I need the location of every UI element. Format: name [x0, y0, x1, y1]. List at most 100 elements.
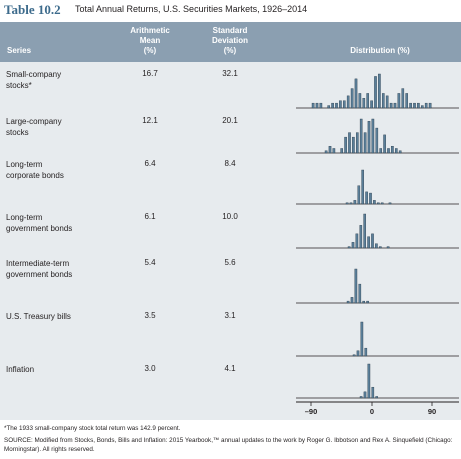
mean-value: 5.4: [144, 258, 156, 267]
hist-bar: [347, 246, 351, 249]
hist-bar: [358, 93, 362, 109]
hist-bar: [361, 169, 365, 205]
hist-bar: [389, 102, 393, 109]
hist-bar: [373, 200, 376, 205]
hist-bar: [387, 148, 390, 154]
hist-bar: [345, 202, 349, 205]
hist-bar: [409, 102, 412, 109]
hist-bar: [386, 246, 390, 249]
table-title: Total Annual Returns, U.S. Securities Ma…: [75, 4, 308, 14]
row-label-small-company: Small-company stocks*: [6, 70, 62, 90]
hist-bar: [364, 347, 368, 357]
row-label-lt-government: Long-term government bonds: [6, 213, 73, 233]
hist-bar: [359, 118, 363, 154]
hist-bar: [352, 354, 356, 357]
hist-bar: [385, 95, 389, 109]
hist-bar: [421, 105, 424, 109]
hist-bar: [366, 93, 370, 109]
distribution-header: Distribution (%): [350, 46, 410, 55]
hist-bar: [365, 191, 368, 205]
hist-bar: [395, 148, 398, 154]
hist-bar: [383, 134, 386, 154]
hist-bar: [366, 300, 369, 304]
x-axis-tick-label: 0: [370, 407, 374, 416]
mean-header: Arithmetic Mean (%): [130, 26, 170, 55]
sd-header: Standard Deviation (%): [211, 26, 248, 55]
hist-bar: [319, 102, 323, 109]
hist-bar: [393, 102, 397, 109]
hist-bar: [428, 102, 432, 109]
hist-bar: [360, 321, 364, 357]
hist-bar: [397, 93, 401, 109]
hist-bar: [354, 78, 358, 109]
hist-bar: [379, 246, 382, 249]
hist-bar: [401, 88, 405, 109]
hist-bar: [363, 391, 367, 399]
hist-bar: [367, 236, 370, 249]
hist-bar: [413, 102, 416, 109]
source-note: SOURCE: Modified from Stocks, Bonds, Bil…: [4, 437, 453, 453]
hist-bar: [375, 396, 379, 399]
hist-bar: [378, 73, 381, 109]
hist-bar: [344, 136, 347, 154]
sd-value: 3.1: [224, 311, 236, 320]
hist-bar: [350, 88, 354, 109]
footnote: *The 1933 small-company stock total retu…: [4, 425, 181, 432]
x-axis-tick-label: 90: [428, 407, 436, 416]
hist-bar: [327, 105, 331, 109]
hist-bar: [357, 185, 361, 205]
hist-bar: [356, 132, 359, 154]
hist-bar: [359, 396, 363, 399]
row-label-treasury-bills: U.S. Treasury bills: [6, 312, 71, 321]
hist-bar: [367, 121, 371, 154]
hist-bar: [332, 148, 336, 154]
hist-bar: [328, 145, 332, 154]
mean-value: 6.4: [144, 159, 156, 168]
hist-bar: [380, 202, 384, 205]
hist-bar: [377, 202, 380, 205]
mean-value: 12.1: [142, 116, 158, 125]
hist-bar: [371, 233, 374, 249]
hist-bar: [424, 102, 428, 109]
hist-bar: [363, 132, 367, 154]
table-body: [0, 62, 461, 420]
hist-bar: [343, 100, 346, 109]
hist-bar: [355, 233, 359, 249]
hist-bar: [356, 350, 360, 357]
row-label-large-company: Large-company stocks: [6, 117, 62, 137]
hist-bar: [370, 100, 373, 109]
sd-value: 32.1: [222, 69, 238, 78]
row-label-inflation: Inflation: [6, 365, 35, 374]
sd-value: 10.0: [222, 212, 238, 221]
table-number: Table 10.2: [4, 2, 61, 17]
hist-bar: [358, 283, 362, 304]
title-row: Table 10.2 Total Annual Returns, U.S. Se…: [0, 0, 461, 22]
hist-bar: [379, 148, 383, 154]
hist-bar: [369, 192, 372, 205]
hist-bar: [362, 98, 366, 109]
hist-bar: [388, 202, 392, 205]
hist-bar: [398, 150, 402, 154]
hist-bar: [382, 93, 385, 109]
hist-bar: [348, 132, 351, 154]
hist-bar: [405, 93, 409, 109]
hist-bar: [375, 243, 378, 249]
hist-bar: [311, 102, 315, 109]
hist-bar: [375, 127, 379, 154]
hist-bar: [352, 136, 355, 154]
hist-bar: [340, 148, 344, 154]
mean-value: 3.0: [144, 364, 156, 373]
hist-bar: [335, 102, 338, 109]
row-label-it-government: Intermediate-term government bonds: [6, 259, 73, 279]
hist-bar: [331, 102, 334, 109]
hist-bar: [346, 95, 350, 109]
series-header: Series: [7, 46, 32, 55]
x-axis-tick-label: –90: [305, 407, 318, 416]
hist-bar: [391, 145, 394, 154]
sd-value: 8.4: [224, 159, 236, 168]
hist-bar: [374, 76, 377, 109]
hist-bar: [363, 213, 367, 249]
sd-value: 4.1: [224, 364, 236, 373]
hist-bar: [350, 297, 354, 304]
